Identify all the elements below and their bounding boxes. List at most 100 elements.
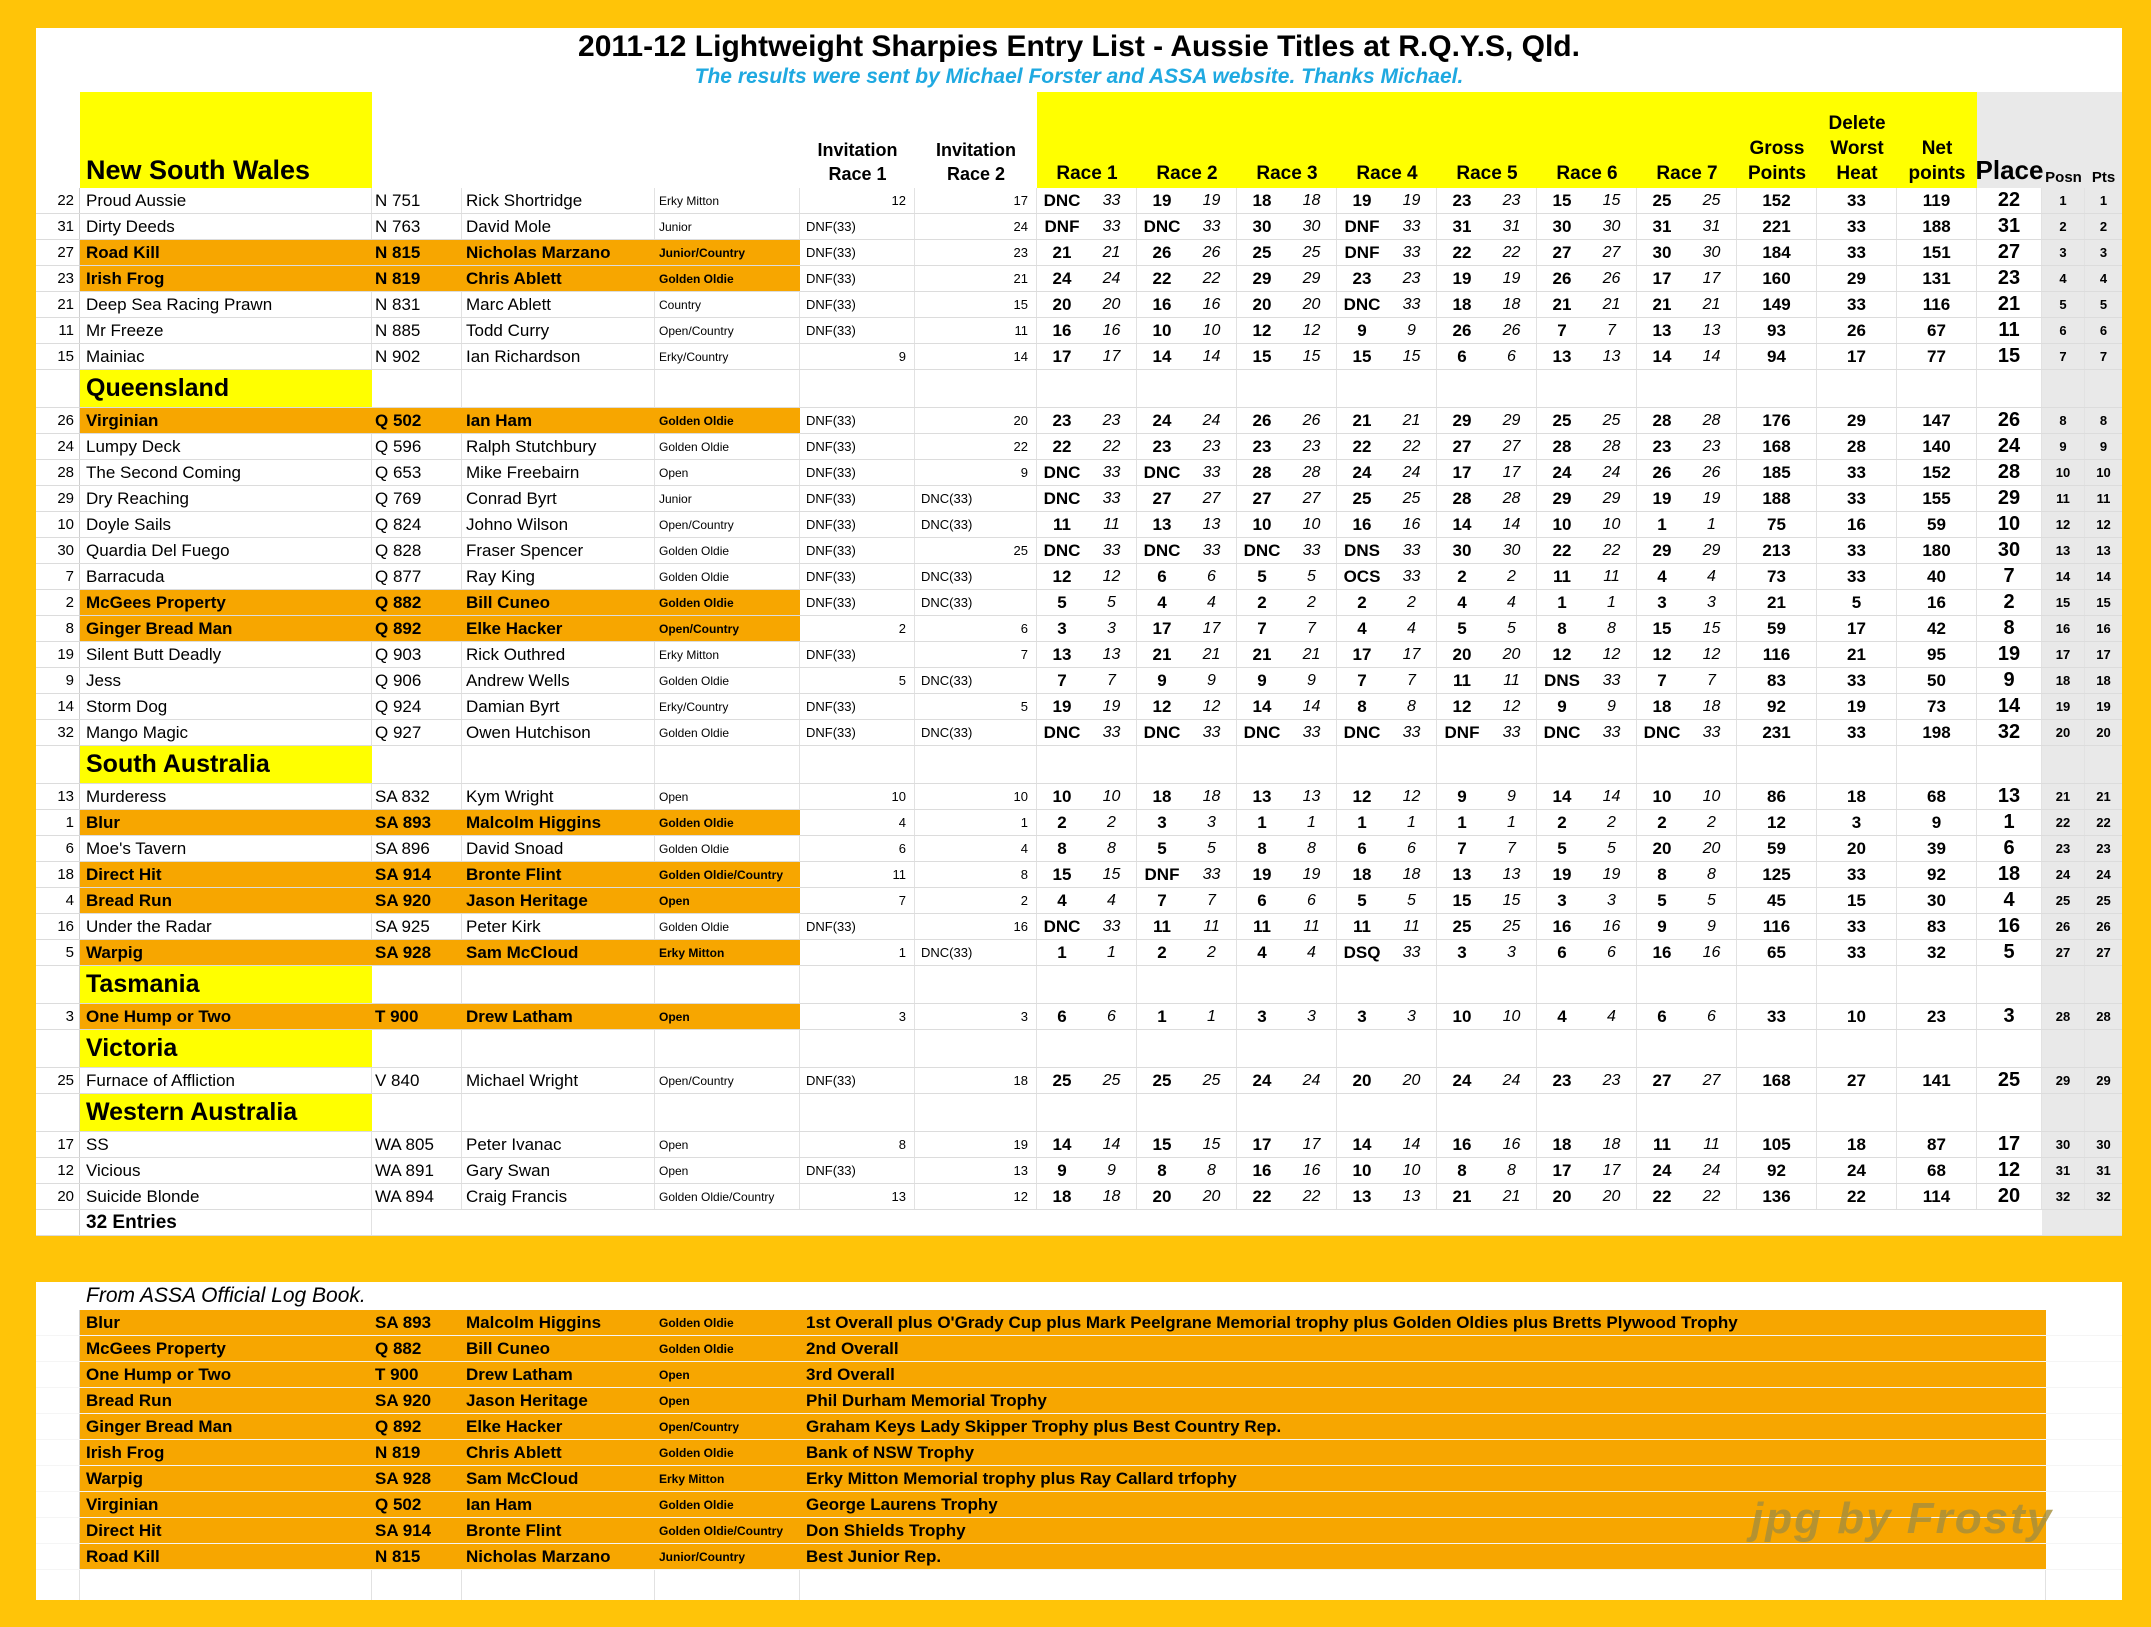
race-points-cell: 26 — [1287, 408, 1337, 433]
race-points-cell: 27 — [1287, 486, 1337, 511]
boat-name-cell: Jess — [80, 668, 372, 693]
boat-name-cell: One Hump or Two — [80, 1362, 372, 1387]
table-row: 7 Barracuda Q 877 Ray King Golden Oldie DNF(3… — [36, 564, 2122, 590]
race-result-cell: 14 — [1652, 346, 1672, 366]
race-points-cell: 6 — [1587, 940, 1637, 965]
race-1-label: Race 1 — [828, 164, 887, 184]
column-header-posn: Posn — [2042, 92, 2085, 188]
entry-number-cell — [36, 746, 80, 783]
race-result-cell: 25 — [1452, 916, 1472, 936]
race-points-cell: 11 — [1587, 564, 1637, 589]
invitation-race-1-cell: DNF(33) — [800, 460, 915, 485]
boat-name-cell: One Hump or Two — [80, 1004, 372, 1029]
skipper-cell: Mike Freebairn — [462, 460, 655, 485]
boat-name-cell: Direct Hit — [80, 1518, 372, 1543]
race-result-cell: 31 — [1452, 216, 1472, 236]
empty-cell — [36, 1336, 80, 1361]
empty-cell — [1237, 1094, 1287, 1131]
place-cell: 3 — [1977, 1004, 2042, 1029]
skipper-cell: Sam McCloud — [462, 940, 655, 965]
worst-heat-cell: 10 — [1817, 1004, 1897, 1029]
net-points-cell: 95 — [1897, 642, 1977, 667]
race-points-cell: 19 — [1087, 694, 1137, 719]
race-result-cell: 4 — [1657, 566, 1667, 586]
net-points-cell: 23 — [1897, 1004, 1977, 1029]
race-result-cell: 15 — [1652, 618, 1672, 638]
race-result-cell: 9 — [1557, 696, 1567, 716]
race-points-cell: 19 — [1187, 188, 1237, 213]
empty-cell — [1287, 966, 1337, 1003]
race-points-cell: 9 — [1487, 784, 1537, 809]
race-result-cell: 28 — [1452, 488, 1472, 508]
gross-points-cell: 160 — [1737, 266, 1817, 291]
race-points-cell: 9 — [1387, 318, 1437, 343]
category-cell: Golden Oldie — [655, 810, 800, 835]
race-result-cell: 13 — [1552, 346, 1572, 366]
category-cell: Junior/Country — [655, 1544, 800, 1569]
section-header-row: Queensland — [36, 370, 2122, 408]
category-cell: Open/Country — [655, 1414, 800, 1439]
race-result-cell: 10 — [1652, 786, 1672, 806]
entry-number-cell: 9 — [36, 668, 80, 693]
table-row: 5 Warpig SA 928 Sam McCloud Erky Mitton 1 DNC(… — [36, 940, 2122, 966]
race-result-cell: 3 — [1457, 942, 1467, 962]
spreadsheet-sheet: 2011-12 Lightweight Sharpies Entry List … — [36, 28, 2122, 1600]
empty-cell — [1737, 966, 1817, 1003]
gross-points-cell: 12 — [1737, 810, 1817, 835]
posn-cell: 4 — [2042, 266, 2085, 291]
empty-cell — [2085, 1094, 2122, 1131]
place-cell: 9 — [1977, 668, 2042, 693]
race-points-cell: 23 — [1587, 1068, 1637, 1093]
invitation-race-1-cell: 1 — [800, 940, 915, 965]
posn-cell: 12 — [2042, 512, 2085, 537]
invitation-race-1-cell: DNF(33) — [800, 538, 915, 563]
race-result-cell: 16 — [1152, 294, 1172, 314]
pts-cell: 21 — [2096, 789, 2111, 804]
race-result-cell: 20 — [1452, 644, 1472, 664]
empty-cell — [1437, 966, 1487, 1003]
race-points-cell: 20 — [1087, 292, 1137, 317]
race-result-cell: 2 — [1057, 812, 1067, 832]
pts-cell: 7 — [2099, 349, 2108, 364]
entry-number-cell: 12 — [36, 1158, 80, 1183]
invitation-race-2-cell: 25 — [915, 538, 1037, 563]
skipper-cell: Elke Hacker — [462, 1414, 655, 1439]
race-result-cell: 8 — [1457, 1160, 1467, 1180]
net-points-cell: 73 — [1897, 694, 1977, 719]
invitation-race-1-cell: DNF(33) — [800, 292, 915, 317]
race-points-cell: 5 — [1187, 836, 1237, 861]
invitation-race-1-cell: 10 — [800, 784, 915, 809]
empty-cell — [1337, 966, 1387, 1003]
empty-cell — [1897, 370, 1977, 407]
worst-heat-cell: 33 — [1817, 538, 1897, 563]
race-points-cell: 22 — [1587, 538, 1637, 563]
place-cell: 2 — [1977, 590, 2042, 615]
place-cell: 12 — [1977, 1158, 2042, 1183]
trophy-cell: George Laurens Trophy — [800, 1492, 2046, 1517]
race-points-cell: 23 — [1487, 188, 1537, 213]
empty-cell — [1487, 1030, 1537, 1067]
boat-name-cell: SS — [80, 1132, 372, 1157]
race-points-cell: 28 — [1687, 408, 1737, 433]
empty-cell — [915, 966, 1037, 1003]
worst-heat-cell: 18 — [1817, 784, 1897, 809]
sail-number-cell: N 751 — [372, 188, 462, 213]
invitation-race-2-cell: DNC(33) — [915, 668, 1037, 693]
race-points-cell: 6 — [1087, 1004, 1137, 1029]
sail-number-cell: SA 920 — [372, 1388, 462, 1413]
race-points-cell: 5 — [1587, 836, 1637, 861]
race-result-cell: 2 — [1257, 592, 1267, 612]
trophy-cell: 1st Overall plus O'Grady Cup plus Mark P… — [800, 1310, 2046, 1335]
race-points-cell: 21 — [1487, 1184, 1537, 1209]
race-points-cell: 27 — [1487, 434, 1537, 459]
empty-cell — [36, 1544, 80, 1569]
boat-name-cell: Proud Aussie — [80, 188, 372, 213]
table-row: 31 Dirty Deeds N 763 David Mole Junior DNF(33… — [36, 214, 2122, 240]
race-points-cell: 19 — [1487, 266, 1537, 291]
race-result-cell: 14 — [1052, 1134, 1072, 1154]
race-result-cell: 24 — [1252, 1070, 1272, 1090]
race-result-cell: 14 — [1252, 696, 1272, 716]
posn-cell: 31 — [2042, 1158, 2085, 1183]
race-points-cell: 24 — [1387, 460, 1437, 485]
